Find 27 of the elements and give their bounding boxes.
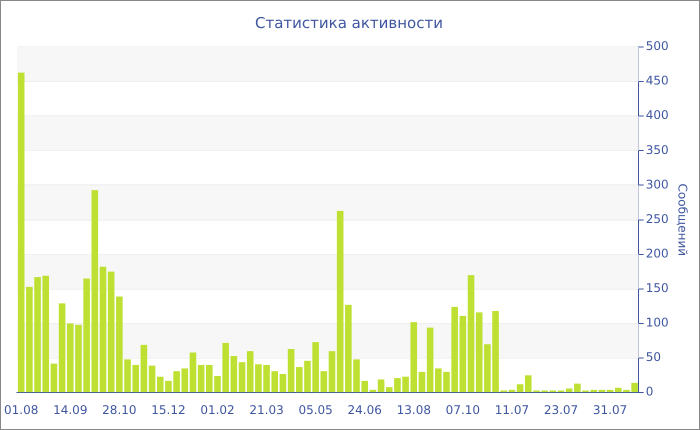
y-tick-label: 300 <box>646 177 669 192</box>
x-tick-label: 05.05 <box>298 402 333 417</box>
y-tick-label: 0 <box>646 384 654 399</box>
x-tick-label: 23.07 <box>544 402 578 417</box>
y-tick-label: 350 <box>646 142 669 157</box>
x-tick-label: 31.07 <box>592 402 628 417</box>
x-tick-label: 01.02 <box>200 402 235 417</box>
x-tick-label: 11.07 <box>494 402 530 417</box>
x-tick-label: 01.08 <box>4 402 38 417</box>
x-tick-label: 21.03 <box>249 402 284 417</box>
y-tick-label: 250 <box>646 212 669 226</box>
bar <box>631 382 638 392</box>
x-tick-label: 14.09 <box>53 402 88 417</box>
y-tick-label: 50 <box>646 350 661 364</box>
y-tick-label: 150 <box>646 281 669 296</box>
x-tick-label: 13.08 <box>396 402 431 417</box>
x-tick-label: 24.06 <box>348 402 382 417</box>
y-tick-label: 400 <box>646 108 669 122</box>
y-tick-label: 200 <box>646 246 669 260</box>
chart-title: Статистика активности <box>255 14 443 32</box>
y-axis-title: Сообщений <box>676 184 690 256</box>
y-tick-label: 100 <box>646 316 669 330</box>
x-tick-label: 28.10 <box>102 402 137 417</box>
y-tick-label: 500 <box>646 39 669 54</box>
y-tick-label: 450 <box>646 74 669 88</box>
x-tick-label: 07.10 <box>446 402 480 417</box>
x-tick-label: 15.12 <box>151 402 186 417</box>
